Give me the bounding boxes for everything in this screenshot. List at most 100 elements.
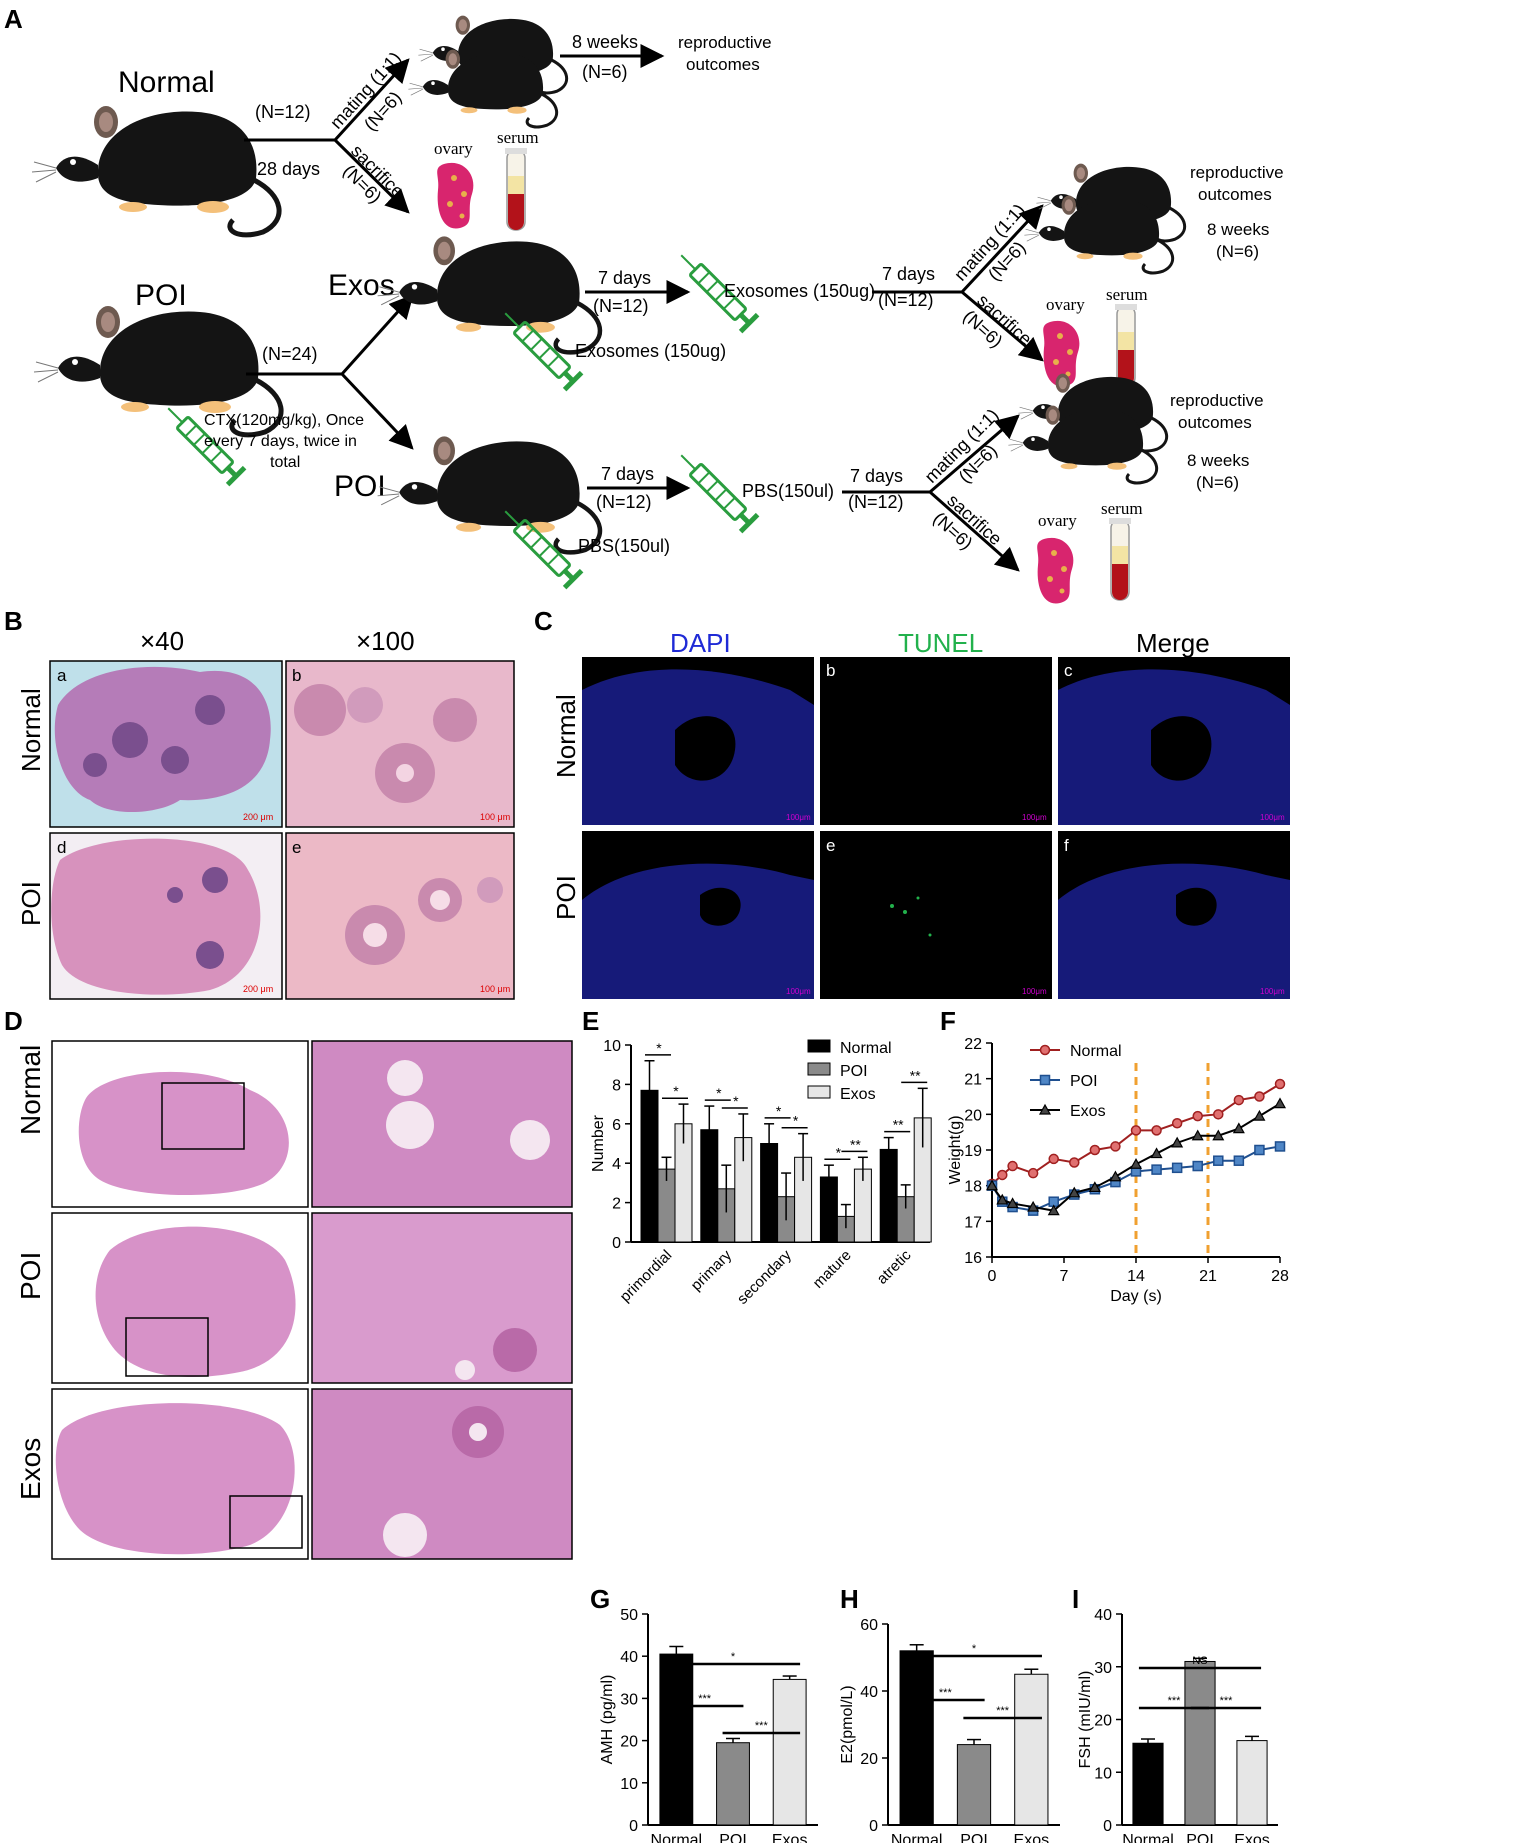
label-b-b: b — [292, 666, 301, 685]
label-ctx-3: total — [270, 454, 300, 471]
label-serum-normal: serum — [497, 128, 539, 147]
arrow-sacrifice-exos — [961, 290, 1044, 362]
i-y-tick-label: 10 — [1094, 1765, 1112, 1782]
f-y-tick-label: 17 — [964, 1214, 982, 1231]
i-x-tick-label: Normal — [1122, 1832, 1174, 1843]
panel-c: C DAPI TUNEL Merge Normal POI b c 100μm … — [534, 606, 1290, 999]
label-serum-exos: serum — [1106, 285, 1148, 304]
f-point — [1109, 1170, 1122, 1182]
image-c-tunel-normal — [820, 657, 1052, 825]
f-y-tick-label: 18 — [964, 1179, 982, 1196]
f-point — [1089, 1144, 1101, 1156]
arrow-to-exos — [340, 294, 414, 376]
f-point — [1274, 1141, 1286, 1152]
chart-f: 16 17 18 19 20 21 22 0 7 14 21 28 Day (s) Weight(g) No… — [947, 1036, 1289, 1305]
e-sig-mark: ** — [910, 1067, 921, 1083]
h-x-tick-label: Exos — [1014, 1832, 1050, 1843]
h-bar — [899, 1650, 934, 1826]
inset-box-exos — [229, 1495, 303, 1549]
f-point — [1274, 1078, 1286, 1090]
f-series-line — [991, 1083, 1281, 1185]
serum-exos-icon — [1114, 303, 1138, 387]
panel-letter-g: G — [590, 1584, 610, 1614]
f-point — [1069, 1157, 1080, 1168]
label-8-weeks-poi: 8 weeks — [1187, 451, 1249, 470]
h-sig-mark: *** — [996, 1705, 1010, 1717]
f-legend-marker — [1039, 1044, 1051, 1056]
f-point — [1068, 1186, 1081, 1198]
e-sig-mark: ** — [850, 1136, 861, 1152]
f-point — [1129, 1158, 1143, 1169]
arrow-mating-normal — [333, 58, 410, 142]
label-ctx-1: CTX(120mg/kg), Once — [204, 412, 364, 429]
scale-b-d: 200 μm — [243, 984, 273, 994]
g-y-tick-label: 20 — [620, 1734, 638, 1751]
f-point — [1110, 1141, 1121, 1152]
normal-mouse — [32, 106, 279, 235]
f-point — [996, 1193, 1009, 1205]
e-x-tick-label: primordial — [617, 1247, 676, 1306]
g-sig-mark: *** — [755, 1720, 769, 1732]
inset-box-poi — [125, 1317, 209, 1377]
arrow-mating-poi — [929, 414, 1020, 494]
e-x-tick-label: atretic — [874, 1246, 915, 1287]
label-ovary-normal: ovary — [434, 139, 473, 158]
g-bar — [716, 1742, 750, 1826]
e-y-tick-label: 10 — [603, 1038, 621, 1055]
f-series-line — [991, 1145, 1281, 1212]
f-legend-marker — [1039, 1074, 1051, 1086]
label-poi-a: POI — [135, 279, 187, 312]
f-point — [1233, 1155, 1245, 1166]
label-7-days-poi-2: 7 days — [850, 466, 903, 486]
label-reproductive-poi: reproductive — [1170, 391, 1264, 410]
f-point — [1130, 1125, 1142, 1136]
scale-b-a: 200 μm — [243, 812, 273, 822]
i-sig-mark: *** — [1168, 1695, 1182, 1707]
label-reproductive-normal: reproductive — [678, 33, 772, 52]
panel-b-col-x40: ×40 — [140, 626, 184, 656]
h-y-tick-label: 20 — [860, 1751, 878, 1768]
f-point — [1213, 1109, 1224, 1120]
g-y-tick-label: 10 — [620, 1776, 638, 1793]
image-d-exos-high — [311, 1388, 573, 1560]
panel-c-col-dapi: DAPI — [670, 628, 731, 658]
label-8-weeks-exos: 8 weeks — [1207, 220, 1269, 239]
f-point — [1171, 1118, 1183, 1129]
label-outcomes-normal: outcomes — [686, 55, 760, 74]
h-bar — [956, 1744, 992, 1826]
e-x-tick-label: primary — [688, 1246, 736, 1294]
panel-b-col-x100: ×100 — [356, 626, 415, 656]
poi-branch-mouse — [378, 436, 600, 552]
f-legend-marker — [1038, 1103, 1052, 1115]
panel-b: B ×40 ×100 Normal POI a 200 μm b 100 μm … — [4, 606, 515, 1000]
label-pbs-1: PBS(150ul) — [578, 536, 670, 556]
f-point — [1151, 1164, 1162, 1175]
f-point — [985, 1179, 999, 1191]
panel-a: A Normal (N=12) 28 days mating (1:1) (N=… — [4, 4, 1284, 604]
panel-letter-a: A — [4, 4, 23, 34]
f-point — [1192, 1110, 1203, 1122]
exos-mouse — [378, 236, 600, 352]
e-y-axis-label: Number — [590, 1114, 607, 1172]
label-reproductive-exos: reproductive — [1190, 163, 1284, 182]
f-y-tick-label: 16 — [964, 1250, 982, 1267]
label-pbs-2: PBS(150ul) — [742, 481, 834, 501]
e-sig-mark: * — [836, 1144, 842, 1160]
e-legend-swatch — [807, 1085, 831, 1099]
f-point — [1171, 1136, 1184, 1148]
h-y-tick-label: 0 — [869, 1818, 878, 1835]
label-n12-poi-2: (N=12) — [848, 492, 904, 512]
f-point — [1233, 1094, 1245, 1106]
h-y-tick-label: 40 — [860, 1684, 878, 1701]
ovary-icon — [437, 162, 474, 229]
h-x-tick-label: Normal — [891, 1832, 943, 1843]
panel-letter-i: I — [1072, 1584, 1079, 1614]
label-serum-poi: serum — [1101, 499, 1143, 518]
label-n24: (N=24) — [262, 344, 318, 364]
f-point — [1027, 1200, 1040, 1212]
panel-b-row-normal: Normal — [16, 688, 46, 772]
f-legend-label: Exos — [1070, 1103, 1106, 1120]
e-legend-swatch — [807, 1039, 831, 1053]
